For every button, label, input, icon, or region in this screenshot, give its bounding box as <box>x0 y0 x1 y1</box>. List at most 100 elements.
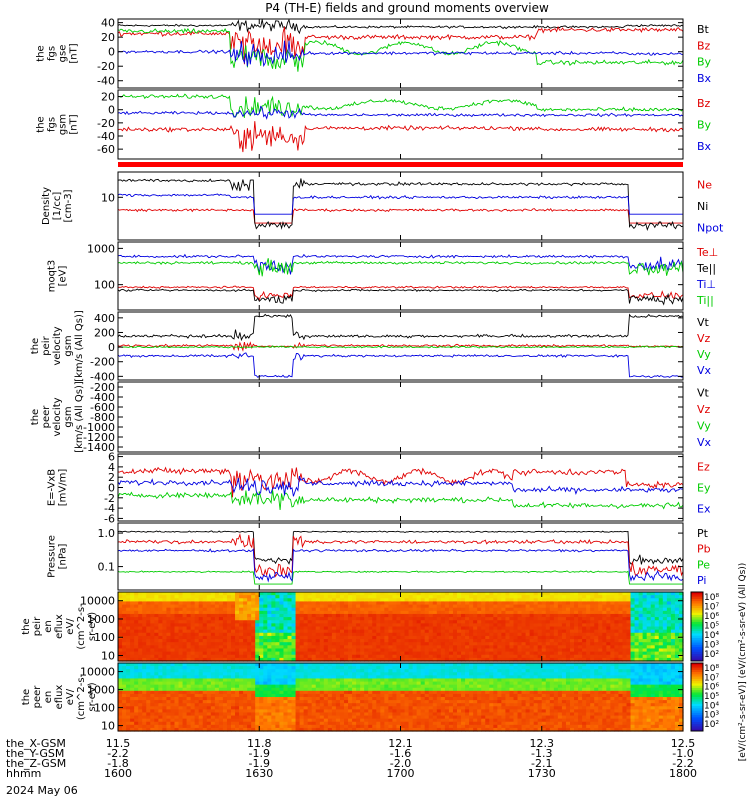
spectrogram-cell <box>295 642 301 646</box>
spectrogram-cell <box>630 595 636 599</box>
spectrogram-cell <box>356 709 361 714</box>
spectrogram-cell <box>497 626 502 631</box>
spectrogram-cell <box>122 635 127 640</box>
spectrogram-cell <box>384 700 389 704</box>
spectrogram-cell <box>396 613 402 618</box>
spectrogram-cell <box>335 629 341 634</box>
spectrogram-cell <box>493 645 498 650</box>
spectrogram-cell <box>126 610 131 615</box>
spectrogram-cell <box>323 687 329 692</box>
spectrogram-cell <box>465 632 470 637</box>
spectrogram-cell <box>384 626 389 631</box>
spectrogram-cell <box>275 697 281 701</box>
spectrogram-cell <box>299 635 305 640</box>
spectrogram-cell <box>323 669 329 673</box>
spectrogram-cell <box>493 629 498 634</box>
spectrogram-cell <box>457 648 462 653</box>
spectrogram-cell <box>263 681 268 686</box>
spectrogram-cell <box>231 727 236 732</box>
spectrogram-cell <box>142 651 147 656</box>
spectrogram-cell <box>541 654 547 659</box>
spectrogram-cell <box>210 693 216 698</box>
spectrogram-cell <box>529 626 535 631</box>
spectrogram-cell <box>190 648 196 653</box>
spectrogram-cell <box>481 598 486 603</box>
spectrogram-cell <box>263 639 268 643</box>
spectrogram-cell <box>178 663 184 667</box>
spectrogram-cell <box>267 626 272 631</box>
spectrogram-cell <box>214 697 220 701</box>
spectrogram-cell <box>210 727 216 732</box>
spectrogram-cell <box>630 601 636 606</box>
legend-label: Pe <box>697 558 710 571</box>
spectrogram-cell <box>231 629 236 634</box>
spectrogram-cell <box>481 635 486 640</box>
spectrogram-cell <box>509 645 515 650</box>
spectrogram-cell <box>444 601 450 606</box>
spectrogram-cell <box>384 721 389 726</box>
spectrogram-cell <box>134 721 139 726</box>
spectrogram-cell <box>594 601 599 606</box>
spectrogram-cell <box>376 601 381 606</box>
spectrogram-cell <box>271 639 276 643</box>
spectrogram-cell <box>170 645 176 650</box>
spectrogram-cell <box>247 598 252 603</box>
spectrogram-cell <box>166 629 172 634</box>
y-tick-label: -800 <box>90 411 115 424</box>
spectrogram-cell <box>186 709 192 714</box>
spectrogram-cell <box>578 648 583 653</box>
spectrogram-cell <box>331 724 337 729</box>
spectrogram-cell <box>130 718 135 723</box>
spectrogram-cell <box>388 645 394 650</box>
spectrogram-cell <box>448 632 454 637</box>
spectrogram-cell <box>565 654 571 659</box>
spectrogram-cell <box>299 697 305 701</box>
spectrogram-cell <box>388 607 394 612</box>
spectrogram-cell <box>178 693 184 698</box>
spectrogram-cell <box>279 617 285 621</box>
spectrogram-cell <box>638 623 644 628</box>
spectrogram-cell <box>190 610 196 615</box>
spectrogram-cell <box>319 712 325 717</box>
spectrogram-cell <box>339 629 345 634</box>
spectrogram-cell <box>392 642 398 646</box>
spectrogram-cell <box>118 663 123 667</box>
spectrogram-cell <box>327 675 333 680</box>
spectrogram-cell <box>182 629 188 634</box>
spectrogram-cell <box>146 681 151 686</box>
spectrogram-cell <box>323 654 329 659</box>
spectrogram-cell <box>380 703 385 707</box>
legend-label: Vt <box>697 316 710 329</box>
spectrogram-cell <box>194 642 200 646</box>
spectrogram-cell <box>194 632 200 637</box>
spectrogram-cell <box>392 607 398 612</box>
spectrogram-cell <box>533 629 539 634</box>
spectrogram-cell <box>247 610 252 615</box>
spectrogram-cell <box>218 623 224 628</box>
spectrogram-cell <box>182 604 188 609</box>
spectrogram-cell <box>239 620 244 624</box>
spectrogram-cell <box>327 727 333 732</box>
spectrogram-cell <box>497 604 502 609</box>
spectrogram-cell <box>235 610 240 615</box>
spectrogram-cell <box>150 601 155 606</box>
spectrogram-cell <box>658 604 664 609</box>
spectrogram-cell <box>182 645 188 650</box>
spectrogram-cell <box>606 639 611 643</box>
spectrogram-cell <box>533 635 539 640</box>
spectrogram-cell <box>150 595 155 599</box>
spectrogram-cell <box>360 604 365 609</box>
spectrogram-cell <box>513 654 519 659</box>
spectrogram-cell <box>279 610 285 615</box>
spectrogram-cell <box>549 623 555 628</box>
spectrogram-cell <box>134 712 139 717</box>
spectrogram-cell <box>396 632 402 637</box>
spectrogram-cell <box>178 687 184 692</box>
spectrogram-cell <box>485 610 490 615</box>
spectrogram-cell <box>235 727 240 732</box>
spectrogram-cell <box>642 642 648 646</box>
spectrogram-cell <box>428 604 434 609</box>
spectrogram-cell <box>404 651 410 656</box>
spectrogram-cell <box>396 645 402 650</box>
spectrogram-cell <box>186 607 192 612</box>
